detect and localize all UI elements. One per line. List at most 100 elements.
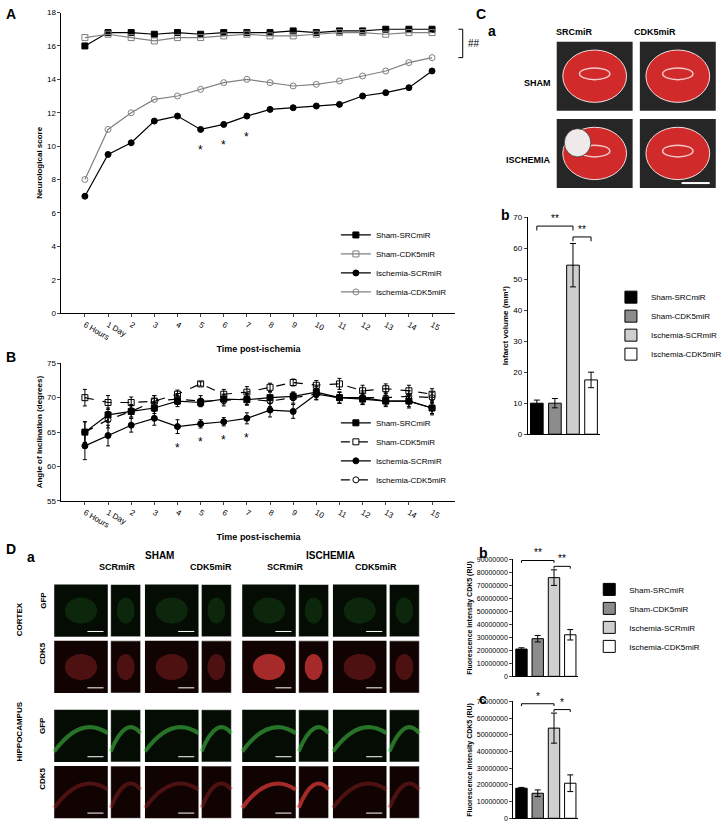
svg-text:2: 2 — [128, 508, 137, 518]
svg-text:10: 10 — [47, 142, 56, 151]
svg-text:40: 40 — [513, 306, 522, 315]
svg-text:C: C — [476, 6, 486, 22]
svg-text:Fluorescence intensity CDK5 (R: Fluorescence intensity CDK5 (RU) — [466, 703, 474, 817]
svg-text:*: * — [221, 433, 226, 447]
svg-text:Ischemia-CDK5miR: Ischemia-CDK5miR — [629, 643, 699, 652]
svg-text:3: 3 — [151, 508, 160, 518]
svg-text:65: 65 — [47, 428, 56, 437]
svg-text:12: 12 — [47, 109, 56, 118]
svg-text:*: * — [536, 691, 540, 702]
svg-text:c: c — [479, 691, 487, 707]
svg-text:0: 0 — [518, 430, 523, 439]
svg-text:8: 8 — [51, 175, 56, 184]
svg-text:**: ** — [578, 224, 586, 235]
svg-text:15: 15 — [429, 320, 442, 333]
svg-text:b: b — [501, 207, 510, 223]
svg-text:9: 9 — [290, 508, 299, 518]
svg-text:30000000: 30000000 — [477, 765, 508, 772]
svg-text:Neurological score: Neurological score — [35, 126, 44, 199]
svg-text:SHAM: SHAM — [524, 78, 551, 88]
svg-text:30000000: 30000000 — [477, 634, 508, 641]
svg-text:15: 15 — [429, 508, 442, 521]
svg-text:3: 3 — [151, 320, 160, 330]
svg-text:CDK5miR: CDK5miR — [190, 562, 232, 572]
svg-text:Angle of Inclination (degrees): Angle of Inclination (degrees) — [35, 376, 44, 489]
svg-text:2: 2 — [51, 276, 56, 285]
svg-text:*: * — [560, 697, 564, 708]
svg-text:7: 7 — [244, 320, 253, 330]
svg-text:B: B — [6, 349, 16, 365]
svg-text:6 Hours: 6 Hours — [82, 508, 111, 530]
svg-text:60000000: 60000000 — [477, 595, 508, 602]
svg-text:4: 4 — [51, 242, 56, 251]
svg-text:CDK5: CDK5 — [38, 768, 47, 790]
svg-text:*: * — [175, 441, 180, 455]
svg-text:Time post-ischemia: Time post-ischemia — [217, 532, 302, 542]
svg-text:**: ** — [558, 553, 566, 564]
svg-text:50000000: 50000000 — [477, 731, 508, 738]
svg-text:70000000: 70000000 — [477, 698, 508, 705]
svg-text:1 Day: 1 Day — [105, 508, 128, 526]
svg-text:*: * — [221, 138, 226, 152]
svg-text:6: 6 — [221, 508, 230, 518]
svg-text:Sham-CDK5miR: Sham-CDK5miR — [629, 605, 688, 614]
svg-text:CORTEX: CORTEX — [15, 602, 24, 636]
svg-text:5: 5 — [198, 508, 207, 518]
svg-text:80000000: 80000000 — [477, 569, 508, 576]
svg-text:CDK5miR: CDK5miR — [634, 27, 676, 37]
svg-text:14: 14 — [47, 75, 56, 84]
svg-text:0: 0 — [504, 815, 508, 822]
svg-text:Sham-CDK5miR: Sham-CDK5miR — [376, 438, 435, 447]
svg-text:60: 60 — [513, 244, 522, 253]
svg-text:Time post-ischemia: Time post-ischemia — [217, 344, 302, 354]
svg-text:SHAM: SHAM — [145, 550, 174, 561]
svg-text:70000000: 70000000 — [477, 582, 508, 589]
svg-text:Sham-CDK5miR: Sham-CDK5miR — [376, 250, 435, 259]
svg-text:20: 20 — [513, 368, 522, 377]
svg-text:70: 70 — [513, 213, 522, 222]
svg-text:4: 4 — [174, 508, 183, 518]
svg-text:18: 18 — [47, 8, 56, 17]
svg-text:11: 11 — [336, 320, 348, 332]
svg-text:14: 14 — [406, 508, 419, 521]
svg-text:*: * — [244, 431, 249, 445]
svg-text:Ischemia-CDK5miR: Ischemia-CDK5miR — [651, 350, 721, 359]
svg-text:6 Hours: 6 Hours — [82, 320, 111, 342]
svg-text:CDK5miR: CDK5miR — [355, 562, 397, 572]
svg-text:6: 6 — [51, 209, 56, 218]
svg-text:SCRmiR: SCRmiR — [267, 562, 304, 572]
svg-text:b: b — [479, 545, 488, 561]
svg-text:Ischemia-SCRmiR: Ischemia-SCRmiR — [651, 331, 717, 340]
svg-text:10: 10 — [513, 399, 522, 408]
svg-text:Sham-SRCmiR: Sham-SRCmiR — [629, 586, 684, 595]
svg-text:Ischemia-CDK5miR: Ischemia-CDK5miR — [376, 476, 446, 485]
svg-text:A: A — [6, 6, 16, 22]
svg-text:11: 11 — [336, 508, 348, 520]
svg-text:a: a — [27, 549, 35, 565]
svg-text:13: 13 — [383, 320, 396, 333]
svg-text:0: 0 — [504, 673, 508, 680]
svg-text:Sham-SRCmiR: Sham-SRCmiR — [376, 231, 431, 240]
svg-text:55: 55 — [47, 497, 56, 506]
svg-text:Ischemia-SCRmiR: Ischemia-SCRmiR — [629, 624, 695, 633]
svg-text:12: 12 — [360, 508, 373, 521]
svg-text:D: D — [6, 541, 16, 557]
svg-text:8: 8 — [267, 508, 276, 518]
svg-text:GFP: GFP — [39, 592, 48, 609]
svg-text:CDK5: CDK5 — [38, 642, 47, 664]
svg-text:2: 2 — [128, 320, 137, 330]
svg-text:Ischemia-SCRmiR: Ischemia-SCRmiR — [376, 457, 442, 466]
svg-text:60: 60 — [47, 462, 56, 471]
svg-text:50: 50 — [513, 275, 522, 284]
svg-text:16: 16 — [47, 42, 56, 51]
svg-text:SRCmiR: SRCmiR — [556, 27, 593, 37]
svg-text:40000000: 40000000 — [477, 748, 508, 755]
svg-text:ISCHEMIA: ISCHEMIA — [306, 550, 355, 561]
svg-text:30: 30 — [513, 337, 522, 346]
svg-text:1 Day: 1 Day — [105, 320, 128, 338]
svg-text:Sham-SRCmiR: Sham-SRCmiR — [376, 419, 431, 428]
svg-text:12: 12 — [360, 320, 373, 333]
svg-text:**: ** — [551, 213, 559, 224]
svg-text:90000000: 90000000 — [477, 556, 508, 563]
svg-text:20000000: 20000000 — [477, 781, 508, 788]
